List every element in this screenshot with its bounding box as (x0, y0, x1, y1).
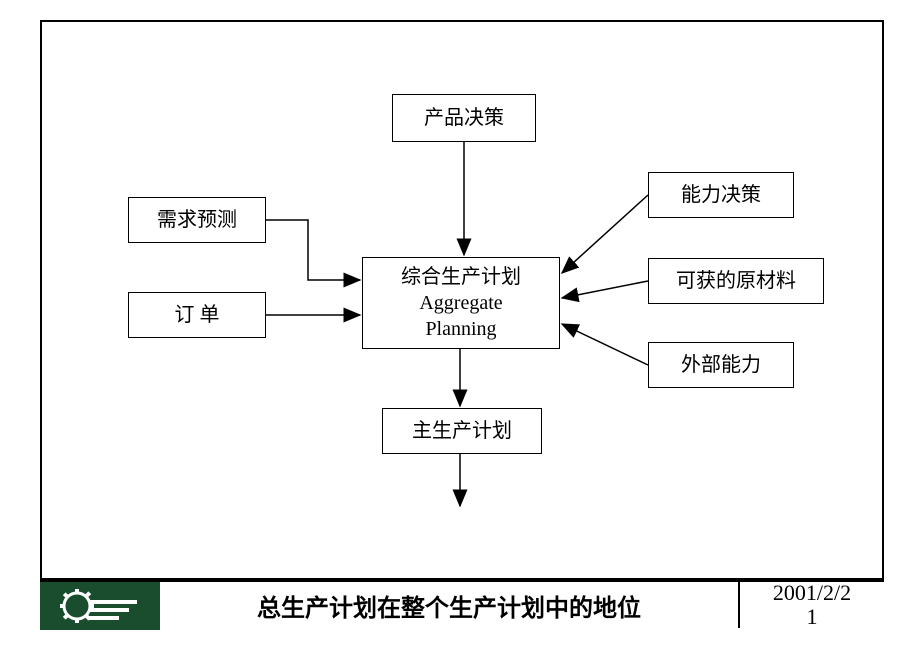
node-external-capacity: 外部能力 (648, 342, 794, 388)
node-label: 外部能力 (681, 352, 761, 378)
node-label: 可获的原材料 (676, 268, 796, 294)
footer-date-line1: 2001/2/2 (773, 581, 851, 605)
node-label-line3: Planning (401, 316, 521, 342)
node-product-decision: 产品决策 (392, 94, 536, 142)
footer-date: 2001/2/2 1 (740, 582, 884, 628)
footer-title: 总生产计划在整个生产计划中的地位 (160, 582, 740, 628)
node-aggregate-planning: 综合生产计划 Aggregate Planning (362, 257, 560, 349)
node-master-production-plan: 主生产计划 (382, 408, 542, 454)
footer-title-text: 总生产计划在整个生产计划中的地位 (257, 588, 641, 623)
node-label: 订 单 (175, 302, 220, 328)
node-orders: 订 单 (128, 292, 266, 338)
node-capacity-decision: 能力决策 (648, 172, 794, 218)
footer-date-line2: 1 (807, 605, 818, 629)
node-label: 能力决策 (681, 182, 761, 208)
node-label-multiline: 综合生产计划 Aggregate Planning (401, 264, 521, 342)
diagram-frame: 产品决策 需求预测 订 单 综合生产计划 Aggregate Planning … (40, 20, 884, 580)
node-demand-forecast: 需求预测 (128, 197, 266, 243)
node-label: 需求预测 (157, 207, 237, 233)
node-label: 产品决策 (424, 105, 504, 131)
node-label-line1: 综合生产计划 (401, 264, 521, 290)
node-raw-materials: 可获的原材料 (648, 258, 824, 304)
footer-logo (40, 582, 160, 630)
node-label: 主生产计划 (412, 418, 512, 444)
footer-bar: 总生产计划在整个生产计划中的地位 2001/2/2 1 (40, 580, 884, 628)
gear-logo-icon (55, 586, 145, 626)
node-label-line2: Aggregate (401, 290, 521, 316)
